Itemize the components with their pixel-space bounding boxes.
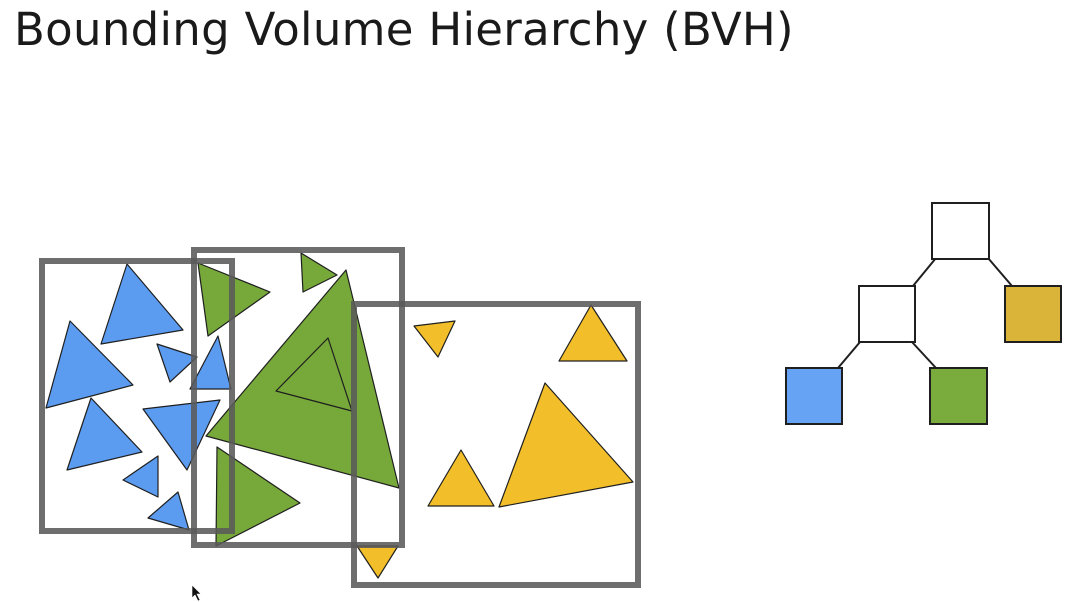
yellow-group-box — [351, 301, 641, 588]
blue-triangle — [66, 397, 143, 471]
tree-leaf-blue — [785, 367, 843, 425]
tree-edge — [912, 257, 937, 287]
blue-triangle — [147, 491, 190, 531]
bounding-boxes — [39, 247, 641, 588]
blue-triangles — [45, 263, 232, 531]
blue-triangle — [45, 320, 134, 409]
tree-edge — [911, 341, 937, 369]
blue-triangle — [142, 399, 221, 471]
bvh-tree — [785, 202, 1062, 425]
tree-edge — [837, 341, 861, 369]
blue-triangle — [156, 343, 198, 383]
mouse-pointer-icon — [191, 584, 202, 602]
green-triangle-outline — [275, 337, 353, 412]
blue-triangle — [100, 263, 184, 345]
tree-root-node — [931, 202, 990, 260]
green-large-triangle — [205, 269, 400, 489]
yellow-triangle — [558, 304, 628, 362]
slide-title: Bounding Volume Hierarchy (BVH) — [14, 3, 794, 56]
blue-group-box — [39, 258, 235, 534]
blue-triangle — [189, 335, 232, 390]
green-triangle — [215, 446, 301, 547]
green-group-box — [191, 247, 405, 548]
yellow-large-triangle — [498, 382, 634, 508]
tree-edges — [837, 257, 1013, 369]
blue-triangle — [122, 455, 159, 498]
tree-internal-node — [858, 285, 916, 343]
tree-edge — [987, 257, 1013, 287]
yellow-triangles — [356, 304, 634, 579]
green-triangles — [197, 252, 400, 547]
yellow-triangle — [356, 545, 399, 579]
tree-leaf-yellow — [1004, 285, 1062, 343]
yellow-triangle — [413, 320, 456, 358]
green-triangle — [300, 252, 338, 293]
yellow-triangle — [427, 449, 495, 507]
tree-nodes — [785, 202, 1062, 425]
tree-leaf-green — [929, 367, 988, 425]
